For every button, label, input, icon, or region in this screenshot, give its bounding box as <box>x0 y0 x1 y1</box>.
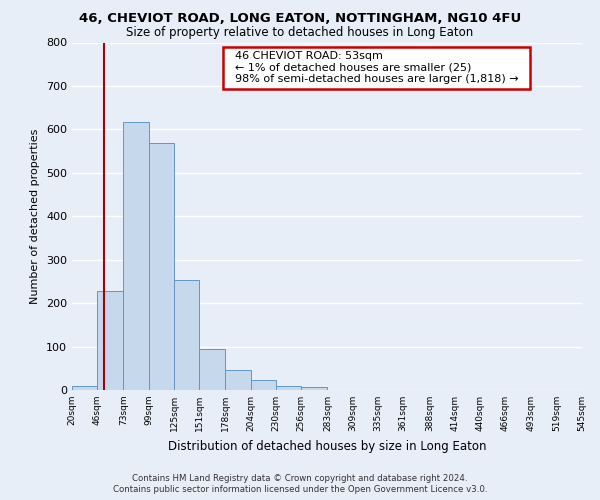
Bar <box>301 386 328 390</box>
Bar <box>149 144 174 390</box>
Bar <box>226 370 251 390</box>
Text: 46, CHEVIOT ROAD, LONG EATON, NOTTINGHAM, NG10 4FU: 46, CHEVIOT ROAD, LONG EATON, NOTTINGHAM… <box>79 12 521 26</box>
Bar <box>251 380 276 390</box>
Y-axis label: Number of detached properties: Number of detached properties <box>31 128 40 304</box>
Bar <box>174 280 199 390</box>
Text: Contains HM Land Registry data © Crown copyright and database right 2024.
Contai: Contains HM Land Registry data © Crown c… <box>113 474 487 494</box>
Text: 46 CHEVIOT ROAD: 53sqm  
  ← 1% of detached houses are smaller (25)  
  98% of s: 46 CHEVIOT ROAD: 53sqm ← 1% of detached … <box>227 51 525 84</box>
Text: Size of property relative to detached houses in Long Eaton: Size of property relative to detached ho… <box>127 26 473 39</box>
Bar <box>124 122 149 390</box>
Bar <box>199 348 226 390</box>
Bar <box>276 386 301 390</box>
Bar <box>72 386 97 390</box>
X-axis label: Distribution of detached houses by size in Long Eaton: Distribution of detached houses by size … <box>168 440 486 452</box>
Bar <box>97 291 124 390</box>
